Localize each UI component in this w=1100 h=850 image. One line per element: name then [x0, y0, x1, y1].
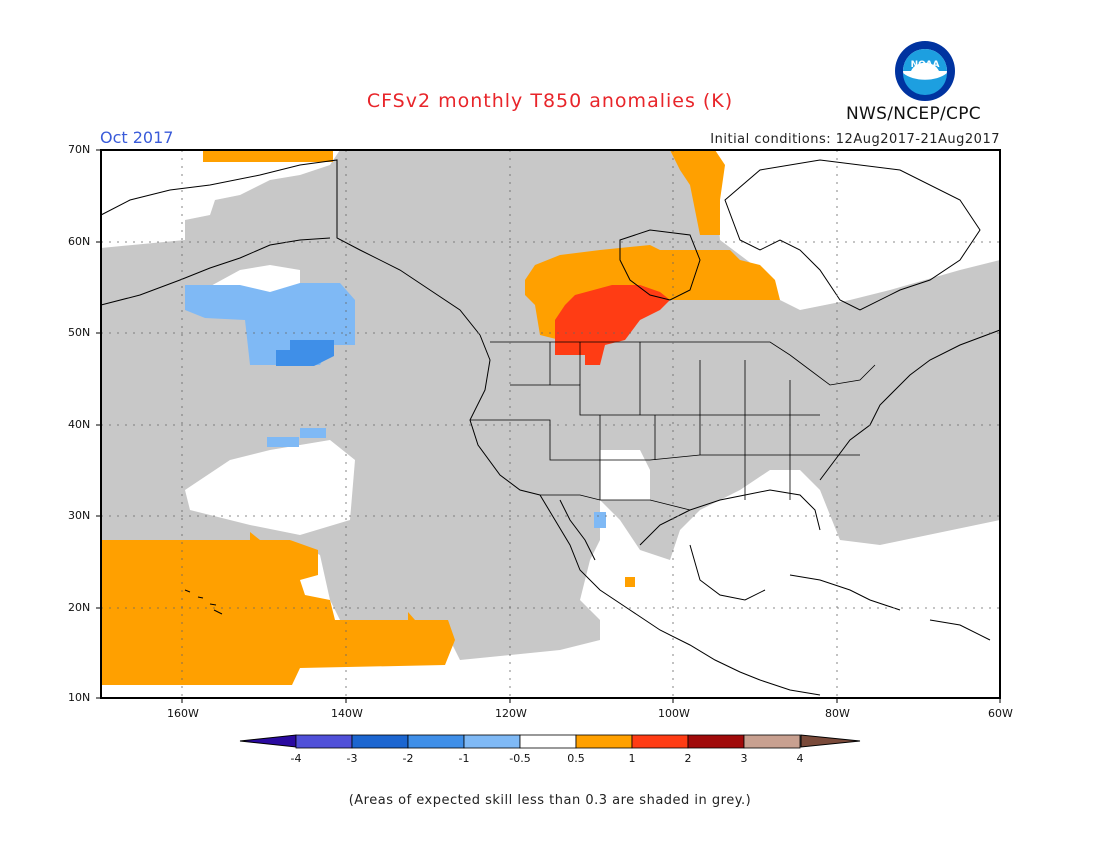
pos-anomaly-red	[555, 285, 670, 365]
colorbar-swatch	[631, 734, 689, 749]
colorbar-swatch	[575, 734, 633, 749]
colorbar-label: -0.5	[509, 752, 530, 765]
colorbar-label: 1	[629, 752, 636, 765]
footnote: (Areas of expected skill less than 0.3 a…	[348, 793, 752, 808]
colorbar-swatch	[743, 734, 801, 749]
political-borders	[470, 341, 876, 511]
lat-label-10n: 10N	[68, 691, 91, 704]
colorbar-swatch	[463, 734, 521, 749]
colorbar-label: 2	[685, 752, 692, 765]
initial-conditions: Initial conditions: 12Aug2017-21Aug2017	[710, 132, 1000, 147]
map-frame	[100, 149, 1001, 699]
lon-label-60w: 60W	[988, 707, 1013, 720]
colorbar-label: -4	[291, 752, 302, 765]
noaa-logo-icon: NOAA	[895, 41, 955, 101]
colorbar: -4 -3 -2 -1 -0.5 0.5 1 2 3 4	[239, 734, 861, 765]
lat-label-20n: 20N	[68, 601, 91, 614]
colorbar-swatch	[351, 734, 409, 749]
colorbar-label: 4	[797, 752, 804, 765]
skill-hole	[185, 265, 650, 535]
colorbar-label: -3	[347, 752, 358, 765]
lon-label-160w: 160W	[167, 707, 199, 720]
graticule	[101, 150, 1000, 698]
colorbar-label: 3	[741, 752, 748, 765]
colorbar-swatch	[295, 734, 353, 749]
coastlines	[100, 159, 1001, 696]
lon-label-140w: 140W	[331, 707, 363, 720]
lat-label-30n: 30N	[68, 509, 91, 522]
lat-label-70n: 70N	[68, 143, 91, 156]
colorbar-label: -2	[403, 752, 414, 765]
lat-label-50n: 50N	[68, 326, 91, 339]
colorbar-swatch	[519, 734, 577, 749]
neg-anomaly-medium	[276, 340, 334, 366]
lat-label-60n: 60N	[68, 235, 91, 248]
noaa-logo-text: NOAA	[911, 60, 940, 70]
lat-label-40n: 40N	[68, 418, 91, 431]
colorbar-left-arrow	[239, 734, 297, 748]
low-skill-shading	[101, 150, 1000, 660]
colorbar-label: 0.5	[567, 752, 585, 765]
lon-label-120w: 120W	[495, 707, 527, 720]
map-title: CFSv2 monthly T850 anomalies (K)	[366, 90, 734, 112]
axis-ticks	[96, 149, 1001, 703]
colorbar-swatch	[407, 734, 465, 749]
colorbar-label: -1	[459, 752, 470, 765]
lon-label-100w: 100W	[658, 707, 690, 720]
forecast-month: Oct 2017	[100, 128, 174, 147]
agency-label: NWS/NCEP/CPC	[846, 104, 981, 124]
lon-label-80w: 80W	[825, 707, 850, 720]
colorbar-swatch	[687, 734, 745, 749]
colorbar-right-arrow	[800, 734, 861, 748]
